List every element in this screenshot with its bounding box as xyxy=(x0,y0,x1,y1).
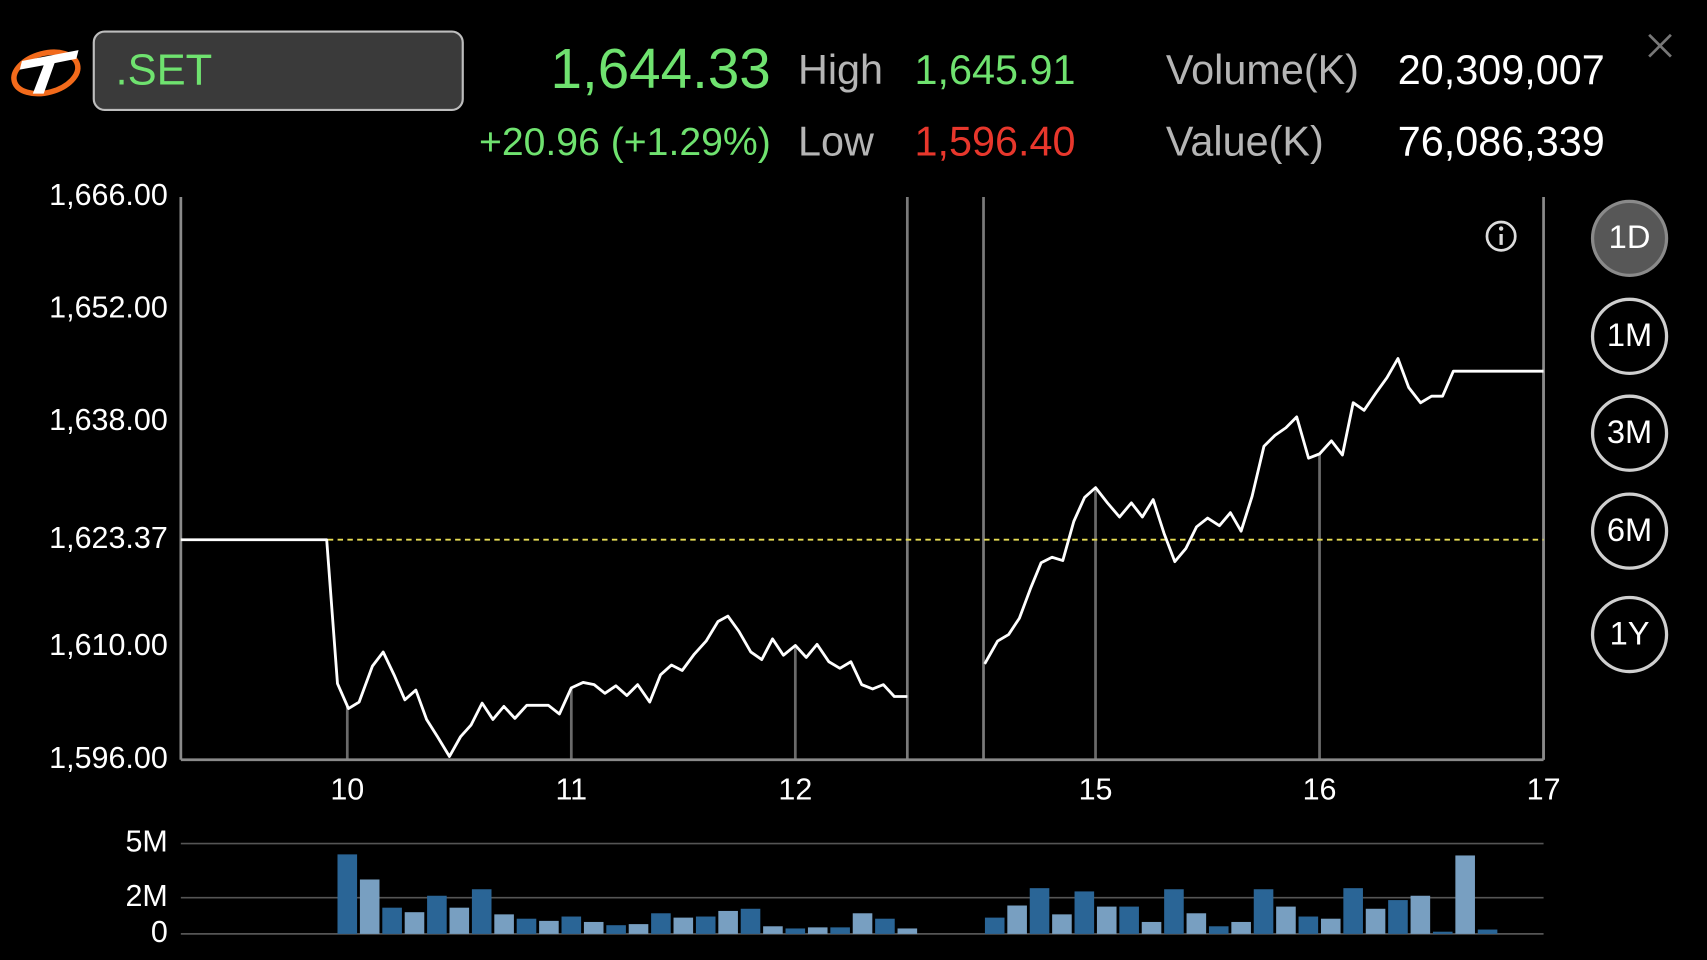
volume-bar xyxy=(830,927,850,934)
last-price: 1,644.33 xyxy=(551,37,771,100)
period-button[interactable] xyxy=(1590,394,1669,472)
x-tick-label: 15 xyxy=(1079,772,1113,806)
volume-bar xyxy=(1186,913,1207,934)
period-button[interactable] xyxy=(1590,595,1669,674)
volume-bar xyxy=(875,918,895,934)
symbol: .SET xyxy=(116,46,213,94)
volume-bar xyxy=(427,895,447,934)
volume-bar xyxy=(695,916,716,934)
volume-bar xyxy=(606,925,626,934)
volume-bar xyxy=(1365,908,1386,934)
volume-bar xyxy=(1388,900,1408,934)
close-button[interactable] xyxy=(1648,33,1672,58)
info-icon[interactable] xyxy=(1485,220,1517,252)
volume-bar xyxy=(1253,889,1274,934)
volume-bar xyxy=(404,912,425,934)
period-label: 6M xyxy=(1607,511,1652,548)
y-tick-label: 1,652.00 xyxy=(49,291,168,325)
volume-tick-label: 0 xyxy=(151,915,168,949)
low-label: Low xyxy=(798,119,874,165)
volume-bar xyxy=(1410,895,1431,934)
value-label: Value(K) xyxy=(1166,119,1324,165)
y-tick-label: 1,638.00 xyxy=(49,403,168,437)
volume-bar xyxy=(1074,891,1095,934)
period-label: 3M xyxy=(1607,413,1652,450)
high-label: High xyxy=(798,47,883,93)
volume-bar xyxy=(1231,921,1251,934)
volume-bar xyxy=(984,917,1005,934)
x-tick-label: 16 xyxy=(1303,772,1337,806)
x-tick-label: 12 xyxy=(778,772,812,806)
volume-bar xyxy=(539,920,559,934)
volume-bar xyxy=(1007,905,1027,934)
volume-tick-label: 5M xyxy=(125,825,167,859)
period-selector: 1D 1M 3M 6M 1Y xyxy=(1590,199,1669,674)
volume-bar xyxy=(1208,926,1229,934)
period-button[interactable] xyxy=(1590,199,1669,278)
volume-tick-label: 2M xyxy=(125,879,167,913)
value-value: 76,086,339 xyxy=(1398,119,1605,165)
x-tick-label: 17 xyxy=(1527,772,1561,806)
y-tick-label: 1,596.00 xyxy=(49,741,168,775)
volume-bar xyxy=(1052,914,1072,934)
volume-bar xyxy=(359,879,380,934)
volume-bar xyxy=(1432,931,1453,934)
period-button[interactable] xyxy=(1590,492,1669,570)
volume-bar xyxy=(1029,888,1050,934)
volume-bar xyxy=(1096,906,1117,934)
volume-bar xyxy=(897,928,918,934)
y-tick-label: 1,666.00 xyxy=(49,178,168,212)
volume-bar xyxy=(516,918,537,934)
period-label: 1M xyxy=(1607,316,1652,353)
volume-bar xyxy=(1455,855,1475,934)
volume-bar xyxy=(1320,918,1341,934)
volume-bar xyxy=(763,926,783,934)
volume-bar xyxy=(785,928,806,934)
volume-bar xyxy=(561,916,582,934)
volume-bar xyxy=(740,908,761,934)
volume-bar xyxy=(1477,929,1498,934)
x-tick-label: 11 xyxy=(555,772,587,806)
period-button[interactable] xyxy=(1590,297,1669,375)
high-value: 1,645.91 xyxy=(914,47,1075,93)
volume-bar xyxy=(1141,921,1162,934)
volume-bar xyxy=(1276,906,1296,934)
volume-bar xyxy=(449,907,470,934)
x-tick-label: 10 xyxy=(330,772,364,806)
volume-bar xyxy=(1343,888,1363,934)
volume-bar xyxy=(382,907,402,934)
price-chart: 1,596.00 1,610.00 1,623.37 1,638.00 1,652.00… xyxy=(49,178,1560,806)
volume-bar xyxy=(807,927,828,934)
price-line xyxy=(180,357,1544,758)
volume-bar xyxy=(673,917,694,934)
volume-bar xyxy=(718,910,738,934)
volume-bar xyxy=(852,913,873,934)
volume-label: Volume(K) xyxy=(1166,47,1359,93)
low-value: 1,596.40 xyxy=(914,119,1075,165)
volume-bar xyxy=(628,924,649,934)
volume-bar xyxy=(494,914,514,934)
volume-bar xyxy=(1164,889,1184,934)
volume-bar xyxy=(1298,916,1319,934)
volume-bar xyxy=(583,921,604,934)
y-tick-label: 1,623.37 xyxy=(49,521,168,555)
y-tick-label: 1,610.00 xyxy=(49,628,168,662)
volume-value: 20,309,007 xyxy=(1398,47,1605,93)
volume-chart: 02M 5M xyxy=(125,825,1544,949)
period-label: 1Y xyxy=(1610,614,1650,651)
volume-bar xyxy=(337,854,358,934)
period-label: 1D xyxy=(1609,218,1651,255)
volume-bar xyxy=(471,889,492,934)
logo xyxy=(11,49,81,97)
volume-bar xyxy=(651,913,671,934)
price-change: +20.96 (+1.29%) xyxy=(479,121,771,164)
symbol-box[interactable] xyxy=(92,30,464,112)
volume-bar xyxy=(1119,906,1139,934)
